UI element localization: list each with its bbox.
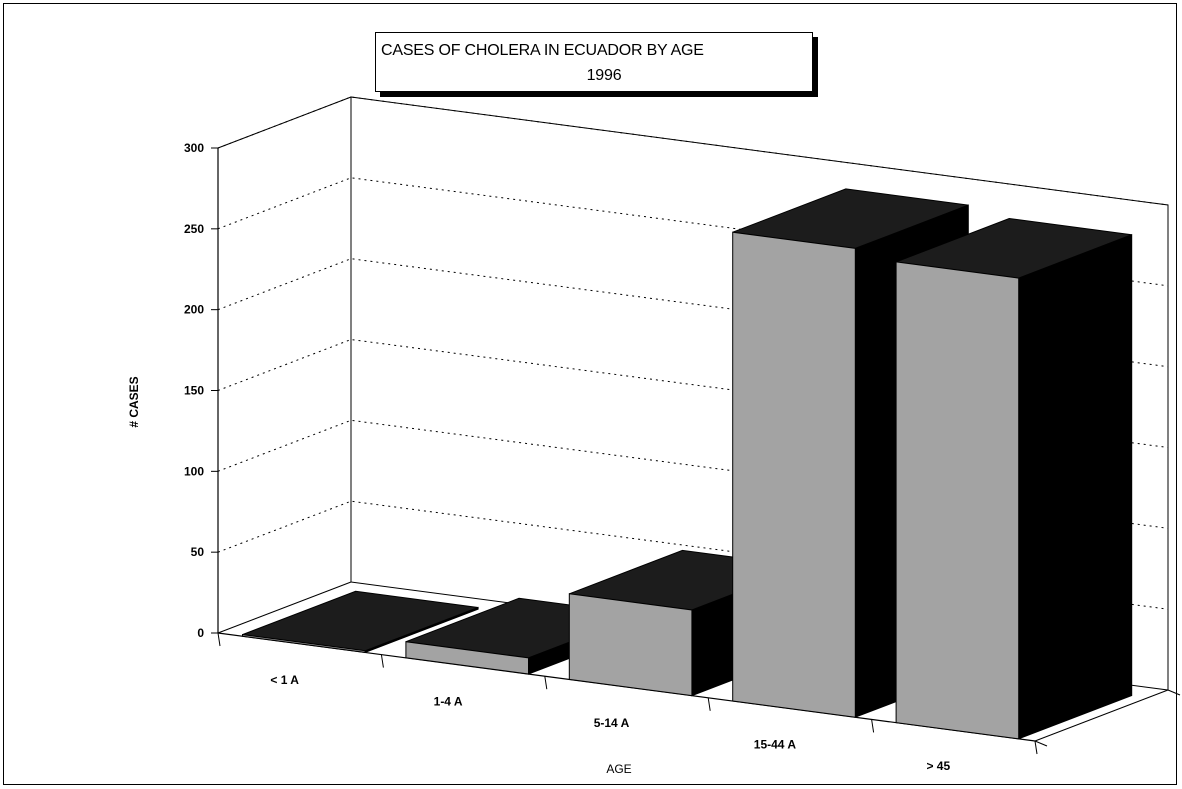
wall-top-edge [217,96,352,149]
x-tick-label: > 45 [926,759,950,773]
floor-right-edge [1034,689,1169,742]
chart-subtitle: 1996 [586,67,622,84]
bar [895,217,1133,740]
y-tick-label: 300 [184,141,204,155]
bar-front [732,231,856,718]
bar-side [1018,233,1133,740]
bar-front [242,634,366,653]
bar-front [895,261,1020,740]
y-tick-label: 250 [184,222,204,236]
x-tick-label: 1-4 A [434,694,463,708]
x-tick [871,719,875,733]
x-axis-label: AGE [606,762,631,776]
x-tick [380,654,384,668]
floor-left-edge [217,581,352,634]
y-axis-label: # CASES [127,376,141,427]
y-tick-label: 0 [197,626,204,640]
y-tick-label: 150 [184,384,204,398]
y-tick-label: 50 [191,545,205,559]
x-tick [1034,740,1038,755]
bar-front [405,641,529,675]
depth-tick [1034,740,1048,747]
gridline [217,96,1169,206]
y-tick-label: 100 [184,464,204,478]
y-tick-label: 200 [184,303,204,317]
chart-title-box: CASES OF CHOLERA IN ECUADOR BY AGE 1996 [375,32,813,92]
x-tick-label: 5-14 A [594,716,630,730]
tick-labels: 0 50 100 150 200 250 300 < 1 A 1-4 A 5-14 A 15-44 … [184,141,950,773]
bar-front [568,593,693,697]
x-tick-label: 15-44 A [754,738,797,752]
bar [242,590,479,654]
x-tick [544,676,548,690]
series-label: S1 [1096,679,1111,693]
x-tick-label: < 1 A [270,673,299,687]
depth-tick [1167,689,1181,696]
x-tick [707,697,711,711]
x-tick [217,632,221,647]
chart-title: CASES OF CHOLERA IN ECUADOR BY AGE [381,42,704,59]
bars [242,188,1133,740]
